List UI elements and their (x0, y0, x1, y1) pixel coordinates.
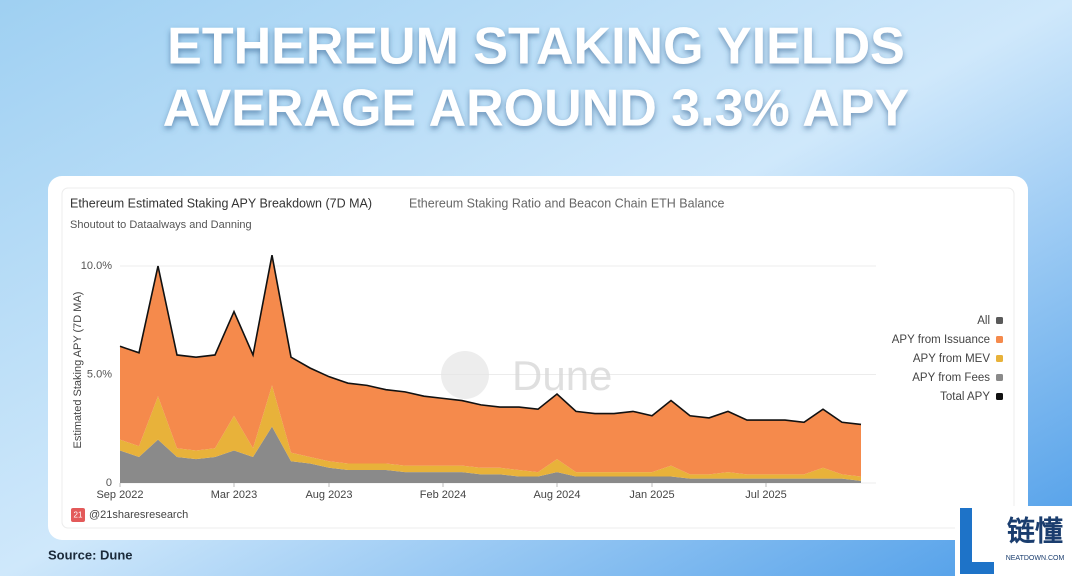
logo-mark (960, 508, 994, 574)
logo-site: NEATDOWN.COM (1006, 555, 1065, 562)
y-tick-label: 5.0% (87, 368, 112, 380)
headline: AVERAGE AROUND 3.3% APY (163, 80, 909, 138)
legend-swatch (996, 374, 1003, 381)
y-tick-label: 10.0% (81, 260, 112, 272)
logo-text: 链懂 (1007, 515, 1063, 546)
plot: 0 5.0% 10.0% Sep 2022 Mar 2023 Aug 2023 Feb 20… (81, 255, 1003, 501)
x-tick-label: Aug 2024 (533, 489, 580, 501)
x-tick-label: Feb 2024 (420, 489, 466, 501)
attribution-icon: 21 (74, 511, 83, 520)
source: Source: Dune (48, 547, 133, 562)
attribution-icon-bg (71, 508, 85, 522)
area (120, 385, 861, 481)
chart-subtitle: Shoutout to Dataalways and Danning (70, 219, 252, 231)
legend-label[interactable]: All (977, 315, 990, 327)
x-tick-label: Mar 2023 (211, 489, 257, 501)
total-line (119, 255, 862, 426)
chart-title: Ethereum Estimated Staking APY Breakdown… (70, 196, 372, 210)
y-tick-label: 0 (106, 477, 112, 489)
legend-label[interactable]: Total APY (940, 391, 990, 403)
attribution: @21sharesresearch (89, 509, 188, 521)
legend-swatch (996, 336, 1003, 343)
area (120, 426, 861, 483)
x-tick-label: Jul 2025 (745, 489, 787, 501)
x-tick-label: Aug 2023 (305, 489, 352, 501)
watermark-icon (441, 351, 489, 399)
legend-label[interactable]: APY from MEV (913, 353, 990, 365)
legend-swatch (996, 393, 1003, 400)
x-tick-label: Jan 2025 (629, 489, 674, 501)
legend-swatch (996, 355, 1003, 362)
area (120, 255, 861, 477)
headline: ETHEREUM STAKING YIELDS (167, 18, 905, 76)
y-axis-label: Estimated Staking APY (7D MA) (72, 292, 84, 449)
legend-label[interactable]: APY from Fees (912, 372, 990, 384)
x-tick-label: Sep 2022 (96, 489, 143, 501)
chart-tab[interactable]: Ethereum Staking Ratio and Beacon Chain … (409, 196, 725, 210)
legend-label[interactable]: APY from Issuance (892, 334, 990, 346)
watermark: Dune (512, 352, 612, 399)
legend-swatch (996, 317, 1003, 324)
